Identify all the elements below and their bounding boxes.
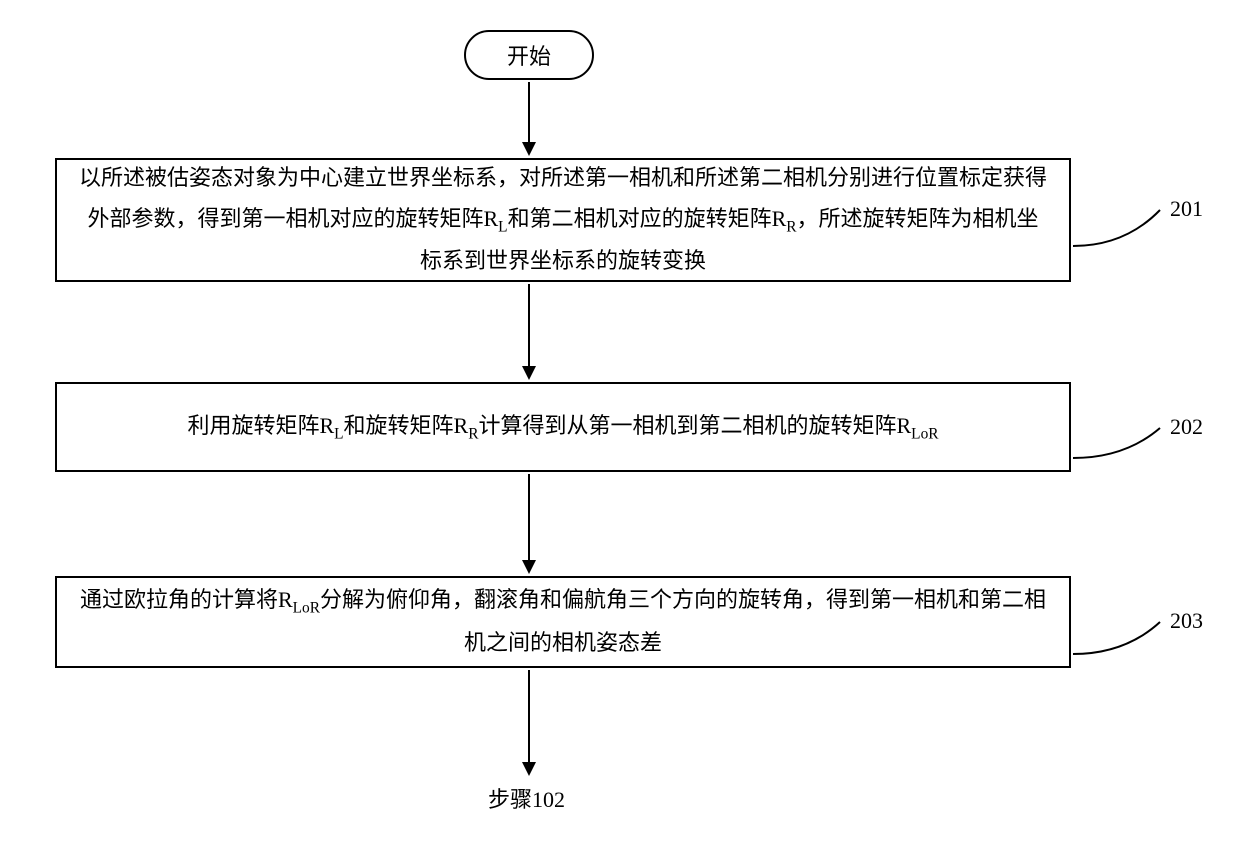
process-text: 以所述被估姿态对象为中心建立世界坐标系，对所述第一相机和所述第二相机分别进行位置…: [77, 158, 1049, 282]
arrow-line: [528, 284, 530, 366]
step-ref-201: 201: [1170, 196, 1203, 222]
final-step-label: 步骤102: [488, 782, 565, 814]
arrow-head: [522, 762, 536, 776]
step-ref-202: 202: [1170, 414, 1203, 440]
start-node: 开始: [464, 30, 594, 80]
arrow-head: [522, 142, 536, 156]
arrow-head: [522, 366, 536, 380]
process-node-202: 利用旋转矩阵RL和旋转矩阵RR计算得到从第一相机到第二相机的旋转矩阵RLoR: [55, 382, 1071, 472]
step-ref-203: 203: [1170, 608, 1203, 634]
arrow-line: [528, 82, 530, 142]
process-text: 通过欧拉角的计算将RLoR分解为俯仰角，翻滚角和偏航角三个方向的旋转角，得到第一…: [77, 580, 1049, 664]
arrow-line: [528, 474, 530, 560]
process-node-203: 通过欧拉角的计算将RLoR分解为俯仰角，翻滚角和偏航角三个方向的旋转角，得到第一…: [55, 576, 1071, 668]
process-node-201: 以所述被估姿态对象为中心建立世界坐标系，对所述第一相机和所述第二相机分别进行位置…: [55, 158, 1071, 282]
process-text: 利用旋转矩阵RL和旋转矩阵RR计算得到从第一相机到第二相机的旋转矩阵RLoR: [187, 406, 938, 449]
flowchart-container: 开始 以所述被估姿态对象为中心建立世界坐标系，对所述第一相机和所述第二相机分别进…: [0, 0, 1240, 843]
arrow-line: [528, 670, 530, 762]
arrow-head: [522, 560, 536, 574]
